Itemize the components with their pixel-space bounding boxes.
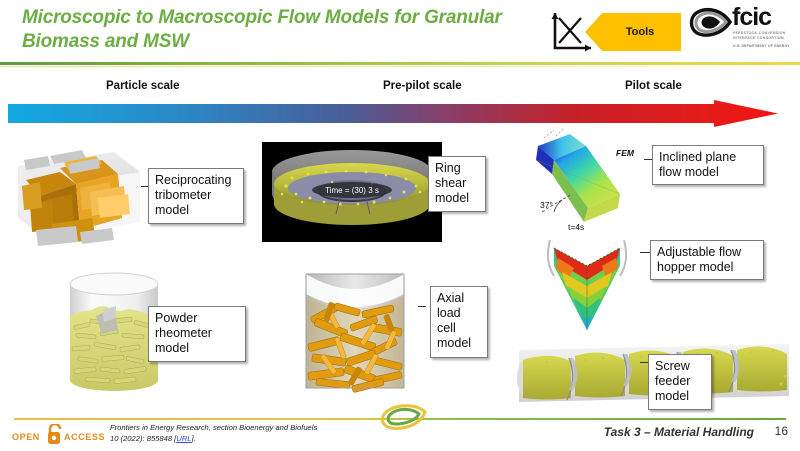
footer-divider (14, 418, 786, 420)
task-label: Task 3 – Material Handling (603, 425, 754, 439)
incline-angle-text: 37° (540, 200, 553, 210)
citation-line2-prefix: 10 (2022): 855848 [ (110, 433, 177, 443)
page-number: 16 (774, 424, 788, 438)
callout-adjustable-hopper: Adjustable flow hopper model (650, 240, 764, 280)
callout-reciprocating-tribometer: Reciprocating tribometer model (148, 168, 244, 224)
tools-chevron[interactable]: Tools (585, 13, 681, 51)
adjustable-hopper-image (524, 236, 650, 346)
fcic-department: U.S. DEPARTMENT OF ENERGY (733, 44, 790, 48)
open-padlock-icon (48, 422, 62, 444)
header-divider (0, 62, 800, 65)
ring-shear-time-text: Time = (30) 3 s (325, 186, 379, 195)
leader-line-tribometer (141, 186, 151, 187)
fcic-logo: fcic FEEDSTOCK-CONVERSION INTERFACE CONS… (688, 4, 792, 56)
leaf-logo (375, 404, 431, 430)
scale-arrow-body (8, 104, 718, 123)
callout-powder-rheometer: Powder rheometer model (148, 306, 246, 362)
scale-arrow (8, 100, 778, 127)
leader-line-hopper (640, 252, 650, 253)
callout-ring-shear: Ring shear model (428, 156, 486, 212)
callout-inclined-plane: Inclined plane flow model (652, 145, 764, 185)
fcic-subtitle: FEEDSTOCK-CONVERSION INTERFACE CONSORTIU… (733, 31, 786, 40)
page-title: Microscopic to Macroscopic Flow Models f… (22, 7, 502, 52)
header-divider-secondary (0, 66, 800, 67)
citation-line1: Frontiers in Energy Research, section Bi… (110, 423, 318, 432)
callout-screw-feeder: Screw feeder model (648, 354, 712, 410)
scale-label-pilot: Pilot scale (625, 80, 682, 92)
fcic-eye-icon (688, 6, 733, 38)
leader-line-axial (418, 306, 426, 307)
ring-shear-image: Time = (30) 3 s (262, 142, 442, 242)
leader-line-screw (640, 362, 650, 363)
powder-rheometer-image (56, 268, 174, 396)
citation-line2-suffix: ]. (191, 433, 196, 443)
tools-badge-group: Tools (540, 8, 681, 56)
callout-axial-load-cell: Axial load cell model (430, 286, 488, 358)
open-access-right-text: ACCESS (64, 432, 104, 442)
fcic-wordmark: fcic (732, 3, 772, 31)
open-access-left-text: OPEN (12, 432, 40, 442)
leader-line-inclined (644, 159, 654, 160)
axial-load-cell-image (300, 266, 410, 394)
chart-axes-icon (548, 10, 594, 54)
incline-time-text: t=4s (568, 222, 584, 232)
inclined-plane-image: 37° t=4s FEM (524, 126, 654, 238)
tools-label: Tools (625, 26, 655, 38)
citation: Frontiers in Energy Research, section Bi… (110, 423, 360, 444)
scale-label-prepilot: Pre-pilot scale (383, 80, 462, 92)
scale-label-particle: Particle scale (106, 80, 180, 92)
citation-url-link[interactable]: URL (176, 433, 192, 443)
fem-label-text: FEM (616, 148, 635, 158)
scale-arrow-head (714, 100, 778, 127)
reciprocating-tribometer-image (6, 138, 146, 250)
open-access-logo: OPEN ACCESS (12, 422, 105, 446)
